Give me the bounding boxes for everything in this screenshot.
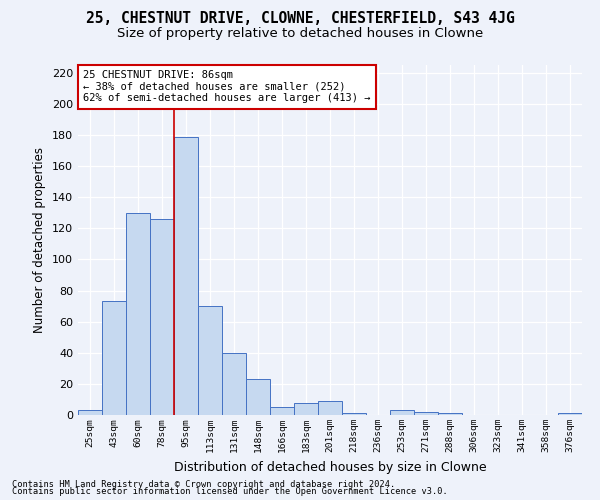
Text: Size of property relative to detached houses in Clowne: Size of property relative to detached ho… xyxy=(117,28,483,40)
Bar xyxy=(294,402,318,415)
Text: 25 CHESTNUT DRIVE: 86sqm
← 38% of detached houses are smaller (252)
62% of semi-: 25 CHESTNUT DRIVE: 86sqm ← 38% of detach… xyxy=(83,70,371,103)
Bar xyxy=(78,410,102,415)
Bar xyxy=(174,136,198,415)
Bar xyxy=(126,213,150,415)
Text: 25, CHESTNUT DRIVE, CLOWNE, CHESTERFIELD, S43 4JG: 25, CHESTNUT DRIVE, CLOWNE, CHESTERFIELD… xyxy=(86,11,514,26)
Bar xyxy=(102,302,126,415)
Bar xyxy=(438,414,462,415)
X-axis label: Distribution of detached houses by size in Clowne: Distribution of detached houses by size … xyxy=(173,460,487,473)
Y-axis label: Number of detached properties: Number of detached properties xyxy=(34,147,46,333)
Text: Contains public sector information licensed under the Open Government Licence v3: Contains public sector information licen… xyxy=(12,487,448,496)
Bar xyxy=(414,412,438,415)
Bar xyxy=(270,407,294,415)
Bar xyxy=(150,219,174,415)
Bar xyxy=(318,401,342,415)
Bar xyxy=(390,410,414,415)
Bar xyxy=(222,353,246,415)
Bar xyxy=(246,379,270,415)
Bar xyxy=(558,414,582,415)
Bar xyxy=(198,306,222,415)
Bar xyxy=(342,414,366,415)
Text: Contains HM Land Registry data © Crown copyright and database right 2024.: Contains HM Land Registry data © Crown c… xyxy=(12,480,395,489)
